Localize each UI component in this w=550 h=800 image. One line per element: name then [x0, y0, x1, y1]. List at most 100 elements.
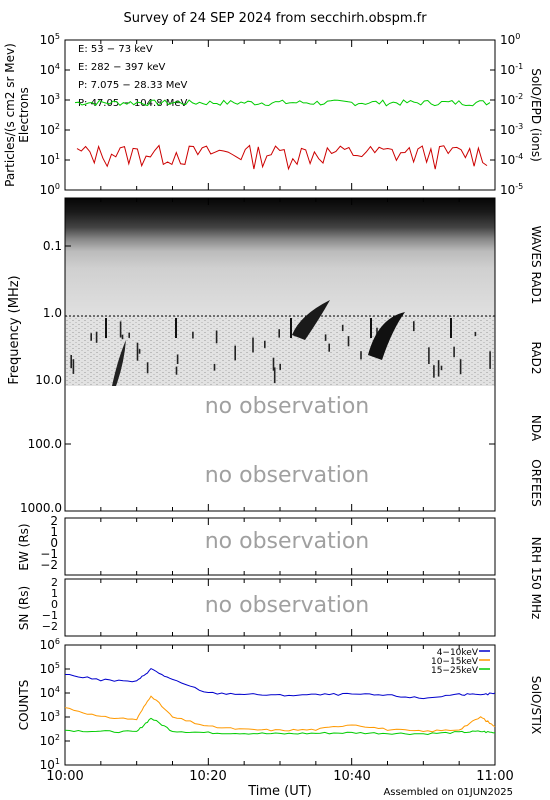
xaxis-label: Time (UT): [247, 784, 312, 799]
sn-tick-2: 2: [51, 576, 58, 589]
xtick-1000: 10:00: [46, 769, 83, 784]
series-e1-line: [74, 99, 491, 107]
figure-title: Survey of 24 SEP 2024 from secchirh.obsp…: [123, 11, 427, 26]
radio-streak: [119, 321, 122, 338]
particles-ytick: 102: [40, 122, 60, 137]
ew-tick-m2: −2: [40, 558, 58, 572]
rad2-band: [65, 316, 495, 386]
type-iii-burst-3: [112, 340, 126, 386]
radio-streak: [70, 355, 72, 369]
particles-legend: E: 53 − 73 keV E: 282 − 397 keV P: 7.075…: [78, 44, 188, 109]
right-label-nrh: NRH 150 MHz: [529, 537, 543, 620]
series-e2-line: [76, 144, 488, 171]
stix-ytick: 104: [40, 685, 60, 700]
right-label-stix: SolO/STIX: [529, 676, 543, 735]
stix-ytick: 102: [40, 733, 60, 748]
radio-panel: Frequency (MHz) 0.1 1.0 10.0 100.0 1000.…: [7, 197, 496, 515]
ew-tick-2: 2: [50, 514, 58, 528]
radio-streak: [341, 324, 344, 332]
radio-streak: [273, 367, 276, 384]
particles-ylabel-line2: Electrons: [17, 87, 31, 142]
radio-streak: [234, 345, 236, 361]
xtick-1040: 10:40: [333, 769, 370, 784]
radio-streak: [138, 349, 141, 354]
sn-tick-0: 0: [51, 598, 58, 611]
particles-ylabel-line1: Particles/(s cm2 sr Mev): [3, 43, 17, 187]
radio-streak: [437, 360, 440, 377]
xtick-1020: 10:20: [189, 769, 226, 784]
right-label-epd: SolO/EPD (ions): [529, 68, 543, 162]
radio-yticks: 0.1 1.0 10.0 100.0 1000.0: [20, 239, 495, 515]
radio-streak: [360, 351, 362, 360]
particles-yticks: 100 101 102 103 104 105: [40, 32, 70, 197]
right-label-orfees: ORFEES: [529, 459, 543, 506]
radio-streak: [90, 333, 92, 341]
radio-streak: [128, 332, 130, 338]
stix-series-15-25: [64, 717, 496, 736]
x-axis: 10:00 10:20 10:40 11:00 Time (UT): [46, 769, 513, 799]
radio-streak: [453, 346, 455, 358]
radio-streak: [215, 330, 218, 344]
particles-ytick: 105: [40, 32, 60, 47]
radio-streak: [370, 318, 372, 338]
radio-streak: [279, 363, 281, 370]
right-label-rad2: RAD2: [529, 342, 543, 375]
particles-y2tick: 10-2: [500, 92, 523, 107]
ytick-100-0: 100.0: [28, 437, 62, 451]
assembled-footer: Assembled on 01JUN2025: [383, 787, 513, 798]
radio-streak: [272, 357, 275, 371]
radio-streak: [347, 336, 350, 347]
radio-streak: [459, 359, 462, 375]
ew-tick-0: 0: [50, 536, 58, 550]
stix-series-10-15: [64, 695, 496, 733]
ew-tick-1: 1: [50, 525, 58, 539]
particles-panel: Particles/(s cm2 sr Mev) Electrons 100 10…: [3, 32, 523, 197]
legend-p1: P: 7.075 − 28.33 MeV: [78, 80, 188, 91]
ytick-1000-0: 1000.0: [20, 501, 62, 515]
radio-streak: [324, 334, 327, 341]
radio-streak: [413, 321, 415, 332]
radio-streak: [376, 327, 378, 335]
radio-streak: [95, 331, 98, 343]
stix-legend-1: 4−10keV: [437, 648, 479, 658]
stix-legend: 4−10keV 10−15keV 15−25keV: [431, 648, 490, 676]
radio-streak: [428, 347, 430, 364]
stix-series-4-10: [65, 667, 496, 700]
nobs-ew: no observation: [205, 529, 370, 554]
radio-streak: [264, 340, 266, 348]
ytick-0-1: 0.1: [43, 239, 62, 253]
type-iii-burst-2: [368, 312, 405, 360]
stix-ytick: 106: [40, 637, 60, 652]
radio-ylabel: Frequency (MHz): [7, 275, 22, 384]
particles-ytick: 100: [40, 182, 60, 197]
ew-yticks: 2 1 0 −1 −2: [40, 514, 58, 572]
stix-legend-3: 15−25keV: [431, 666, 479, 676]
stix-ytick: 103: [40, 709, 60, 724]
ytick-1-0: 1.0: [43, 306, 62, 320]
stix-ylabel: COUNTS: [17, 680, 31, 731]
right-label-nda: NDA: [529, 415, 543, 442]
nobs-orfees: no observation: [205, 463, 370, 488]
nobs-nda: no observation: [205, 394, 370, 419]
right-label-waves: WAVES RAD1: [529, 226, 543, 305]
particles-y2tick: 10-5: [500, 182, 523, 197]
sn-tick-m1: −1: [42, 609, 58, 622]
radio-streak: [105, 318, 107, 338]
radio-streak: [474, 331, 477, 336]
sn-tick-1: 1: [51, 587, 58, 600]
nobs-sn: no observation: [205, 593, 370, 618]
radio-streak: [213, 363, 216, 371]
radio-streak: [192, 331, 194, 339]
sn-tick-m2: −2: [42, 620, 58, 633]
radio-streak: [433, 365, 435, 378]
particles-ytick: 104: [40, 62, 60, 77]
radio-streak: [290, 318, 292, 338]
particles-ytick: 101: [40, 152, 60, 167]
radio-streak: [450, 318, 452, 338]
radio-streak: [175, 366, 178, 375]
particles-ylabel: Particles/(s cm2 sr Mev) Electrons: [3, 43, 31, 187]
stix-legend-2: 10−15keV: [431, 657, 479, 667]
